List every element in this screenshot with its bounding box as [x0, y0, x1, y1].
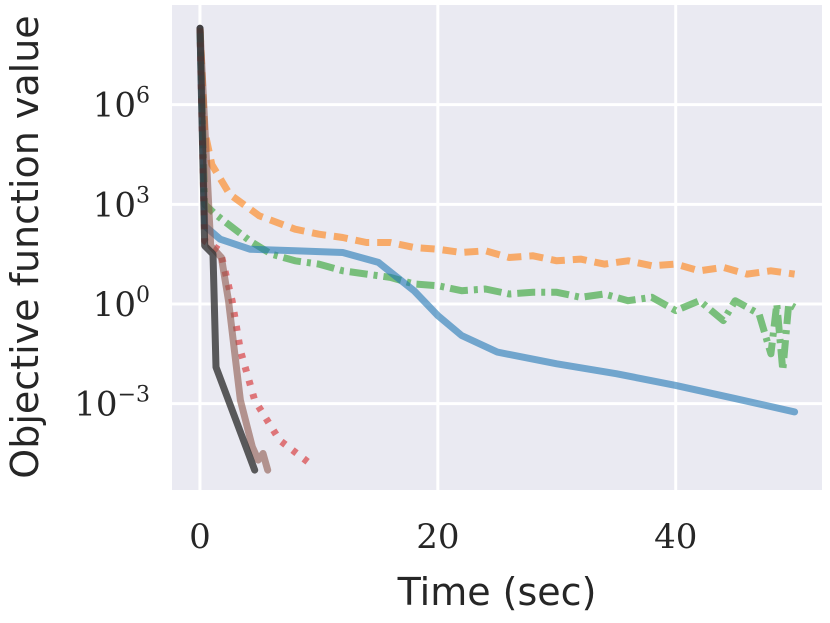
y-tick-exponent: 3 [136, 183, 150, 208]
y-tick-exponent: −3 [118, 383, 150, 408]
y-tick-exponent: 0 [136, 283, 150, 308]
y-tick-label: 10−3 [74, 383, 150, 425]
y-tick-base: 10 [93, 285, 136, 325]
y-tick-label: 100 [93, 283, 150, 325]
y-tick-base: 10 [93, 185, 136, 225]
series-line-brown-solid [196, 24, 272, 474]
y-axis-label: Objective function value [3, 15, 47, 478]
series-line-green-dashdot [196, 28, 797, 374]
x-tick-label: 20 [416, 517, 459, 557]
y-tick-label: 106 [93, 84, 150, 126]
y-tick-exponent: 6 [136, 84, 150, 109]
series-line-blue-solid [196, 24, 799, 416]
x-axis-label: Time (sec) [397, 570, 597, 614]
series-line-black-solid [196, 24, 259, 474]
y-tick-label: 103 [93, 183, 150, 225]
series-line-orange-dashed [196, 28, 796, 278]
y-tick-base: 10 [93, 86, 136, 126]
series-line-red-dotted [196, 28, 317, 470]
x-tick-label: 0 [189, 517, 211, 557]
x-tick-label: 40 [654, 517, 697, 557]
y-tick-base: 10 [74, 385, 117, 425]
